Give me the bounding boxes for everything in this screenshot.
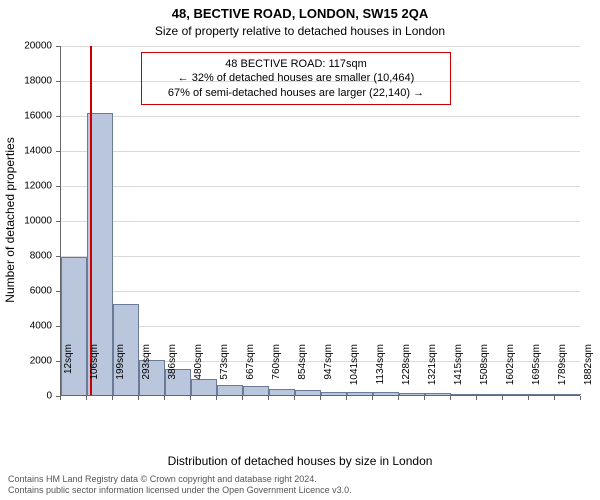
- y-tick-label: 12000: [0, 181, 52, 192]
- x-tick-mark: [346, 396, 347, 400]
- gridline: [61, 186, 580, 187]
- x-tick-mark: [60, 396, 61, 400]
- x-tick-label: 293sqm: [141, 344, 152, 404]
- y-tick-mark: [56, 256, 60, 257]
- footer-attribution: Contains HM Land Registry data © Crown c…: [8, 474, 352, 497]
- x-tick-label: 854sqm: [297, 344, 308, 404]
- gridline: [61, 221, 580, 222]
- x-tick-mark: [450, 396, 451, 400]
- histogram-chart: 48, BECTIVE ROAD, LONDON, SW15 2QA Size …: [0, 0, 600, 500]
- y-tick-label: 4000: [0, 321, 52, 332]
- y-tick-mark: [56, 81, 60, 82]
- x-tick-label: 386sqm: [167, 344, 178, 404]
- y-tick-mark: [56, 151, 60, 152]
- x-tick-label: 106sqm: [89, 344, 100, 404]
- y-tick-mark: [56, 326, 60, 327]
- y-tick-mark: [56, 186, 60, 187]
- y-tick-mark: [56, 46, 60, 47]
- x-tick-mark: [216, 396, 217, 400]
- x-axis-label: Distribution of detached houses by size …: [0, 454, 600, 468]
- x-tick-label: 12sqm: [63, 344, 74, 404]
- y-tick-mark: [56, 291, 60, 292]
- gridline: [61, 46, 580, 47]
- y-tick-label: 6000: [0, 286, 52, 297]
- x-tick-mark: [372, 396, 373, 400]
- y-tick-mark: [56, 221, 60, 222]
- x-tick-mark: [528, 396, 529, 400]
- x-tick-label: 1415sqm: [453, 344, 464, 404]
- x-tick-label: 1134sqm: [375, 344, 386, 404]
- footer-line-1: Contains HM Land Registry data © Crown c…: [8, 474, 352, 485]
- footer-line-2: Contains public sector information licen…: [8, 485, 352, 496]
- x-tick-mark: [398, 396, 399, 400]
- chart-title: 48, BECTIVE ROAD, LONDON, SW15 2QA: [0, 6, 600, 21]
- annotation-line-2: ← 32% of detached houses are smaller (10…: [150, 71, 442, 85]
- x-tick-mark: [320, 396, 321, 400]
- x-tick-label: 1228sqm: [401, 344, 412, 404]
- x-tick-label: 1789sqm: [557, 344, 568, 404]
- x-tick-label: 947sqm: [323, 344, 334, 404]
- annotation-line-3: 67% of semi-detached houses are larger (…: [150, 86, 442, 100]
- y-tick-label: 14000: [0, 146, 52, 157]
- x-tick-mark: [112, 396, 113, 400]
- chart-subtitle: Size of property relative to detached ho…: [0, 24, 600, 38]
- x-tick-label: 199sqm: [115, 344, 126, 404]
- x-tick-label: 1602sqm: [505, 344, 516, 404]
- x-tick-mark: [190, 396, 191, 400]
- x-tick-mark: [424, 396, 425, 400]
- plot-area: 48 BECTIVE ROAD: 117sqm ← 32% of detache…: [60, 46, 580, 396]
- y-tick-label: 20000: [0, 41, 52, 52]
- annotation-callout: 48 BECTIVE ROAD: 117sqm ← 32% of detache…: [141, 52, 451, 105]
- x-tick-label: 1882sqm: [583, 344, 594, 404]
- y-tick-label: 8000: [0, 251, 52, 262]
- x-tick-mark: [502, 396, 503, 400]
- x-tick-mark: [138, 396, 139, 400]
- y-tick-label: 10000: [0, 216, 52, 227]
- x-tick-mark: [164, 396, 165, 400]
- y-tick-label: 16000: [0, 111, 52, 122]
- y-tick-mark: [56, 116, 60, 117]
- x-tick-mark: [580, 396, 581, 400]
- x-tick-mark: [476, 396, 477, 400]
- gridline: [61, 151, 580, 152]
- y-tick-mark: [56, 361, 60, 362]
- reference-marker-line: [90, 46, 92, 395]
- y-tick-label: 18000: [0, 76, 52, 87]
- x-tick-label: 760sqm: [271, 344, 282, 404]
- x-tick-label: 1041sqm: [349, 344, 360, 404]
- x-tick-label: 1508sqm: [479, 344, 490, 404]
- x-tick-label: 1321sqm: [427, 344, 438, 404]
- gridline: [61, 116, 580, 117]
- y-tick-label: 0: [0, 391, 52, 402]
- x-tick-mark: [242, 396, 243, 400]
- x-tick-mark: [268, 396, 269, 400]
- annotation-line-1: 48 BECTIVE ROAD: 117sqm: [150, 57, 442, 71]
- x-tick-label: 667sqm: [245, 344, 256, 404]
- gridline: [61, 256, 580, 257]
- x-tick-mark: [294, 396, 295, 400]
- x-tick-mark: [554, 396, 555, 400]
- x-tick-label: 1695sqm: [531, 344, 542, 404]
- x-tick-mark: [86, 396, 87, 400]
- y-tick-label: 2000: [0, 356, 52, 367]
- gridline: [61, 326, 580, 327]
- gridline: [61, 291, 580, 292]
- x-tick-label: 573sqm: [219, 344, 230, 404]
- x-tick-label: 480sqm: [193, 344, 204, 404]
